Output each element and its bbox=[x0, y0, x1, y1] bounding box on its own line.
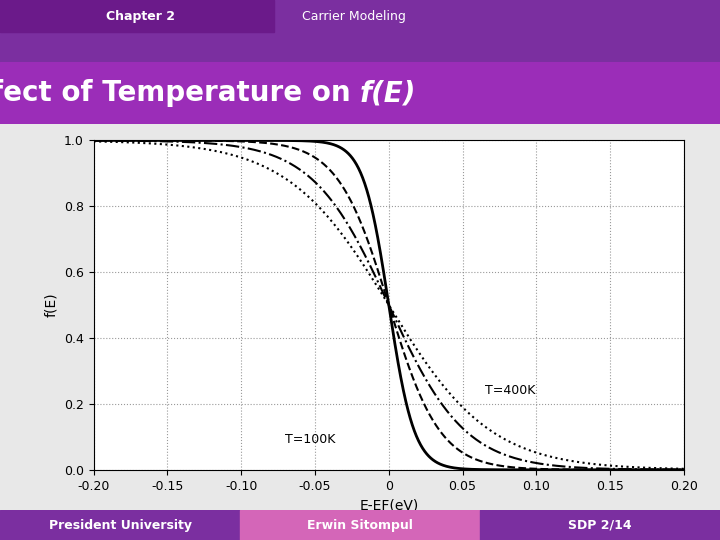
Bar bbox=[480, 510, 720, 540]
Text: Erwin Sitompul: Erwin Sitompul bbox=[307, 518, 413, 532]
X-axis label: E-EF(eV): E-EF(eV) bbox=[359, 498, 418, 512]
Y-axis label: f(E): f(E) bbox=[45, 293, 58, 318]
Text: President University: President University bbox=[49, 518, 192, 532]
Text: Carrier Modeling: Carrier Modeling bbox=[302, 10, 406, 23]
Bar bbox=[240, 510, 480, 540]
Text: T=400K: T=400K bbox=[485, 384, 535, 397]
Text: Chapter 2: Chapter 2 bbox=[106, 10, 175, 23]
Text: SDP 2/14: SDP 2/14 bbox=[568, 518, 631, 532]
Bar bbox=[0, 510, 240, 540]
Text: T=100K: T=100K bbox=[285, 434, 336, 447]
Text: Effect of Temperature on: Effect of Temperature on bbox=[0, 79, 360, 107]
Text: f(E): f(E) bbox=[360, 79, 416, 107]
Bar bbox=[0, 0, 274, 32]
